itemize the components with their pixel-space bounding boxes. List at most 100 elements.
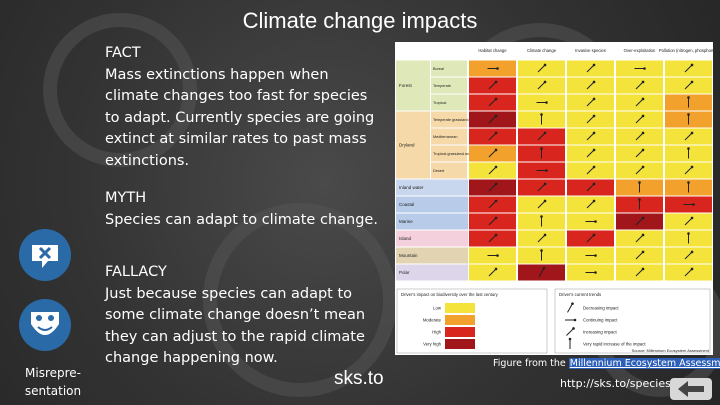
figure: Habitat change Climate change Invasive spe… [395,42,713,355]
column-header: Invasive species [575,48,606,53]
paragraph: Just because species can adapt to some c… [105,285,366,367]
arrow [567,303,573,313]
arrow-head [543,233,547,237]
legend-title: Driver's current trends [559,292,601,297]
group-label: Island [399,236,412,241]
arrow [488,268,497,277]
arrow [586,200,595,209]
arrow [586,115,595,124]
arrow [488,234,497,243]
arrow-head [638,198,641,201]
row-label: Mediterranean [433,135,457,139]
arrow-head [540,113,543,116]
arrow-head [496,254,499,257]
row-label: Boreal [433,67,444,71]
group-label: Mountain [399,253,418,258]
arrow-head [687,96,690,99]
arrow-head [540,249,543,252]
arrow [635,166,644,175]
arrow-head [592,131,596,135]
legend-item: Moderate [423,318,442,323]
legend-item: Increasing impact [583,330,617,335]
legend-item: Very rapid increase of the impact [583,342,646,347]
arrow [488,132,497,141]
arrow-head [592,97,596,101]
arrow [586,234,595,243]
back-button[interactable] [670,378,712,400]
back-arrow [678,381,704,397]
arrow-head [543,199,547,203]
arrow-head [496,67,499,70]
arrow [488,98,497,107]
arrow-head [641,80,645,84]
legend-swatch [445,303,475,313]
caption-link[interactable]: Millennium Ecosystem Assessment [568,358,720,369]
arrow [537,64,546,73]
group-cell [396,247,468,264]
arrow-head [687,232,690,235]
arrow [635,115,644,124]
arrow-head [641,148,645,152]
group-label: Marine [399,219,413,224]
arrow-head [594,220,597,223]
legend-title: Driver's impact on biodiversity over the… [401,292,499,297]
arrow [538,267,545,278]
arrow-head [594,254,597,257]
arrow-head [494,97,498,101]
row-cell [431,60,467,77]
group-cell [396,213,468,230]
arrow [586,166,595,175]
row-label: Temperate [433,84,451,88]
arrow [635,81,644,90]
row-label: Temperate grassland [433,118,468,122]
arrow-head [592,182,596,186]
arrow-head [594,271,597,274]
arrow [488,200,497,209]
arrow-head [638,181,641,184]
group-label: Dryland [399,143,415,148]
row-label: Tropical [433,101,447,105]
legend-swatch [445,339,475,349]
column-header: Pollution (nitrogen, phosphorus) [659,48,713,53]
logo: sks.to [334,368,384,389]
arrow-head [641,165,645,169]
arrow-head [592,63,596,67]
arrow-head [690,63,694,67]
arrow-head [494,267,498,271]
legend-item: Low [433,306,442,311]
url[interactable]: http://sks.to/species [560,377,671,390]
arrow [635,149,644,158]
arrow-head [494,114,498,118]
legend-item: High [432,330,441,335]
arrow [684,217,693,226]
arrow [586,132,595,141]
arrow-head [572,327,575,330]
arrow [635,268,644,277]
arrow-head [641,216,645,220]
fact: FACT Mass extinctions happen when climate… [105,43,385,172]
row-cell [431,94,467,111]
arrow [488,81,497,90]
arrow [537,132,546,141]
arrow-head [592,80,596,84]
arrow-head [641,267,645,271]
arrow [684,166,693,175]
legend-swatch [445,315,475,325]
arrow-head [592,199,596,203]
column-header: Over-exploitation [624,48,656,53]
legend-item: Very high [423,342,442,347]
paragraph: Mass extinctions happen when climate cha… [105,66,375,169]
arrow [488,149,497,158]
myth: MYTH Species can adapt to climate change. [105,188,385,231]
arrow [586,81,595,90]
arrow-head [687,181,690,184]
arrow-head [494,165,498,169]
arrow [684,81,693,90]
caption-text: Figure from the [493,358,566,369]
column-header: Habitat change [478,48,507,53]
arrow [684,268,693,277]
arrow [684,64,693,73]
arrow-head [592,233,596,237]
arrow-head [690,267,694,271]
group-cell [396,196,468,213]
